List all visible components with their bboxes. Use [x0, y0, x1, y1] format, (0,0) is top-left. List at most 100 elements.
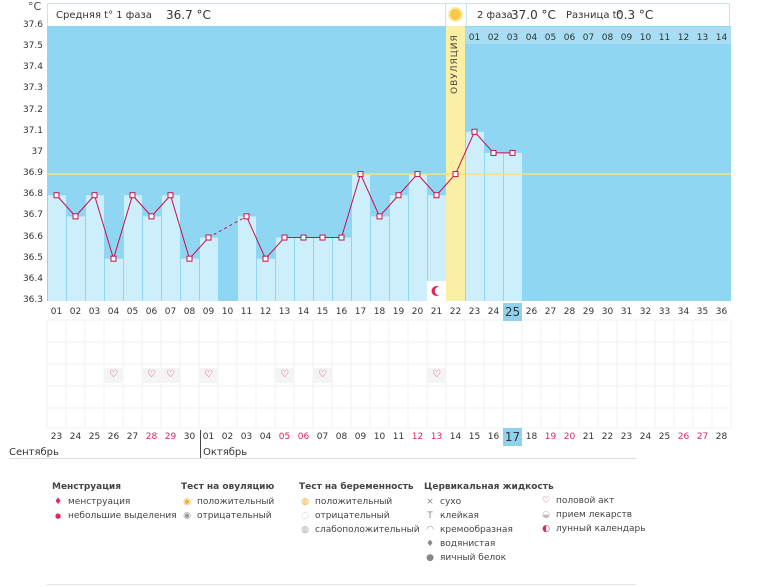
- cycle-day-label[interactable]: 08: [183, 307, 196, 317]
- legend-label: слабоположительный: [315, 525, 420, 535]
- cycle-day-label[interactable]: 01: [50, 307, 63, 317]
- temp-bar: [466, 131, 484, 301]
- current-day-highlight: [503, 303, 522, 321]
- y-tick-label: 36.4: [22, 273, 43, 284]
- temp-bar: [390, 195, 408, 301]
- date-label: 04: [259, 432, 272, 442]
- temp-line-segment: [360, 173, 380, 217]
- cycle-day-label[interactable]: 33: [658, 307, 671, 317]
- small-drop-icon: ●: [54, 512, 62, 520]
- cycle-day-label[interactable]: 16: [335, 307, 348, 317]
- legend-menstruation-title: Менструация: [52, 482, 121, 492]
- legend-item: ♡ половой акт: [540, 494, 646, 508]
- temp-bar: [181, 258, 199, 301]
- cycle-day-label[interactable]: 20: [411, 307, 424, 317]
- cycle-day-label[interactable]: 32: [639, 307, 652, 317]
- cycle-day-label[interactable]: 17: [354, 307, 367, 317]
- temp-point: [319, 234, 326, 241]
- cycle-day-label[interactable]: 09: [202, 307, 215, 317]
- legend-label: лунный календарь: [556, 524, 646, 534]
- heart-icon[interactable]: ♡: [199, 368, 218, 383]
- y-unit-label: °C: [28, 0, 42, 13]
- temp-line-segment: [417, 173, 437, 196]
- cycle-day-label[interactable]: 12: [259, 307, 272, 317]
- temp-line-segment: [474, 131, 494, 154]
- cycle-day-label[interactable]: 29: [582, 307, 595, 317]
- cycle-day-label[interactable]: 04: [107, 307, 120, 317]
- legend-label: водянистая: [440, 539, 496, 549]
- month-september: Сентябрь: [9, 447, 59, 458]
- cycle-day-label[interactable]: 03: [88, 307, 101, 317]
- cycle-day-label[interactable]: 07: [164, 307, 177, 317]
- heart-icon[interactable]: ♡: [313, 368, 332, 383]
- legend-item: ◉ положительный: [181, 495, 274, 509]
- temp-point: [471, 128, 478, 135]
- date-label: 17: [504, 430, 521, 444]
- cycle-day-label[interactable]: 27: [544, 307, 557, 317]
- heart-icon[interactable]: ♡: [161, 368, 180, 383]
- date-label: 03: [240, 432, 253, 442]
- temp-bar: [162, 195, 180, 301]
- temp-point: [414, 171, 421, 178]
- date-label: 26: [107, 432, 120, 442]
- cycle-day-label[interactable]: 22: [449, 307, 462, 317]
- cycle-day-label[interactable]: 02: [69, 307, 82, 317]
- heart-icon[interactable]: ♡: [427, 368, 446, 383]
- temp-bar: [105, 258, 123, 301]
- cycle-day-label[interactable]: 36: [715, 307, 728, 317]
- cycle-day-label[interactable]: 18: [373, 307, 386, 317]
- temp-point: [452, 171, 459, 178]
- y-tick-label: 37: [31, 146, 43, 157]
- temp-line-segment: [436, 173, 456, 196]
- legend-label: сухо: [440, 497, 462, 507]
- temp-point: [376, 213, 383, 220]
- legend-label: небольшие выделения: [68, 511, 177, 521]
- cycle-day-label[interactable]: 06: [145, 307, 158, 317]
- cycle-day-label[interactable]: 31: [620, 307, 633, 317]
- cycle-day-label[interactable]: 25: [504, 305, 521, 319]
- cycle-day-label[interactable]: 30: [601, 307, 614, 317]
- legend-label: клейкая: [440, 511, 479, 521]
- temp-point: [186, 255, 193, 262]
- cycle-day-label[interactable]: 05: [126, 307, 139, 317]
- creamy-icon: ◠: [426, 525, 434, 535]
- legend-menstruation: Менструация ♦ менструация ● небольшие выде…: [52, 482, 177, 523]
- heart-icon[interactable]: ♡: [142, 368, 161, 383]
- temp-point: [91, 192, 98, 199]
- cycle-day-label[interactable]: 26: [525, 307, 538, 317]
- cycle-day-label[interactable]: 23: [468, 307, 481, 317]
- date-label: 23: [620, 432, 633, 442]
- legend-item: ◒ прием лекарств: [540, 508, 646, 522]
- date-label: 28: [145, 432, 158, 442]
- date-label: 24: [69, 432, 82, 442]
- weak-positive-icon: ◍: [301, 525, 309, 535]
- phase2-day-label: 02: [487, 33, 500, 43]
- cycle-day-label[interactable]: 14: [297, 307, 310, 317]
- cycle-day-label[interactable]: 24: [487, 307, 500, 317]
- cycle-day-label[interactable]: 21: [430, 307, 443, 317]
- cycle-day-label[interactable]: 10: [221, 307, 234, 317]
- cycle-day-label[interactable]: 28: [563, 307, 576, 317]
- temp-line-segment: [151, 194, 171, 217]
- temp-point: [395, 192, 402, 199]
- legend-label: менструация: [68, 497, 131, 507]
- y-tick-label: 36.7: [22, 210, 43, 221]
- cycle-day-label[interactable]: 15: [316, 307, 329, 317]
- temp-bar: [333, 237, 351, 301]
- temp-point: [509, 149, 516, 156]
- phase2-summary: 2 фаза 37.0 °C Разница t° 0.3 °C: [466, 3, 730, 27]
- phase2-day-label: 14: [715, 33, 728, 43]
- cycle-day-label[interactable]: 19: [392, 307, 405, 317]
- heart-icon[interactable]: ♡: [104, 368, 123, 383]
- cycle-day-label[interactable]: 35: [696, 307, 709, 317]
- cycle-day-label[interactable]: 13: [278, 307, 291, 317]
- positive-icon: ◍: [301, 497, 309, 507]
- temp-bar: [257, 258, 275, 301]
- cycle-day-label[interactable]: 34: [677, 307, 690, 317]
- cycle-day-label[interactable]: 11: [240, 307, 253, 317]
- month-october: Октябрь: [203, 447, 248, 458]
- temp-bar: [371, 216, 389, 301]
- legend-ovulation-title: Тест на овуляцию: [181, 482, 275, 492]
- temp-line-segment: [341, 173, 361, 238]
- heart-icon[interactable]: ♡: [275, 368, 294, 383]
